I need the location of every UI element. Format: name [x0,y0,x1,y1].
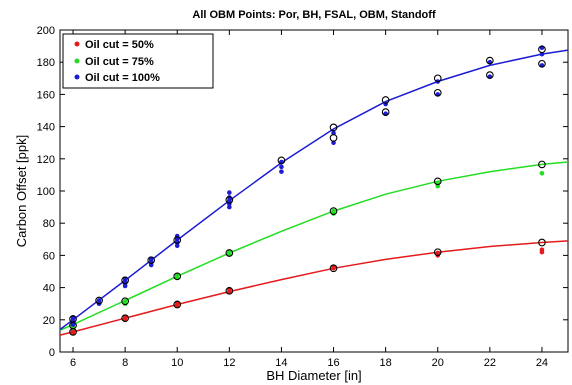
series-3-reference-marker [69,315,77,323]
legend: Oil cut = 50% Oil cut = 75% Oil cut = 10… [62,33,214,89]
series-2-reference-marker [433,177,442,186]
series-2-reference-marker [225,249,234,257]
series-3-reference-marker [433,88,442,97]
x-tick-label: 8 [122,357,128,369]
x-tick-label: 10 [171,357,183,369]
series-1-reference-marker [329,264,338,273]
series-3-point [96,298,102,303]
series-3-point [148,257,154,262]
series-3-reference-marker [147,256,156,265]
legend-label-oil-cut-100: Oil cut = 100% [85,72,160,84]
series-3-point [174,243,180,249]
x-axis-title: BH Diameter [in] [266,368,361,383]
y-tick-label: 200 [37,25,55,37]
series-3-reference-marker [538,45,546,54]
series-1-reference-marker [225,286,234,295]
fit-lines [59,49,569,336]
series-3-reference-marker [538,59,546,68]
y-tick-label: 80 [43,218,55,230]
series-3-reference-marker [485,71,494,79]
y-tick-label: 140 [37,122,55,134]
series-3-point [227,204,232,210]
series-3-point [227,190,232,195]
series-3-point [279,169,284,174]
series-1-point [70,328,76,334]
series-3-reference-marker [485,56,494,65]
legend-marker-oil-cut-100 [74,74,80,80]
y-tick-label: 180 [37,57,55,69]
y-tick-label: 60 [43,250,55,262]
series-3-reference-marker [173,236,182,244]
series-3-point [174,237,180,242]
y-tick-label: 0 [49,347,55,359]
series-3-reference-marker [95,296,103,305]
y-tick-label: 40 [43,283,55,295]
series-2-point [122,298,128,304]
series-3-reference-marker [381,96,390,104]
x-tick-label: 12 [223,357,235,369]
series-3-reference-marker [433,74,442,83]
x-tick-label: 24 [536,357,548,369]
series-2-reference-marker [121,297,129,306]
series-3-reference-marker [329,123,338,132]
series-1-reference-marker [173,300,182,309]
series-1-point [539,247,545,253]
x-tick-label: 20 [432,357,444,369]
x-tick-label: 14 [275,357,287,369]
series-1-point [435,250,441,256]
series-1-point [122,315,128,320]
y-tick-label: 160 [37,89,55,101]
y-tick-label: 100 [37,186,55,198]
legend-box [62,33,214,89]
series-3-reference-marker [329,134,338,142]
y-tick-label: 20 [43,315,55,327]
series-2-reference-marker [329,207,338,215]
series-2-fit-line [59,161,569,331]
legend-marker-oil-cut-75 [74,58,80,64]
chart-title: All OBM Points: Por, BH, FSAL, OBM, Stan… [192,9,436,21]
y-axis-title: Carbon Offset [ppk] [14,135,29,248]
series-2-reference-marker [538,160,546,169]
series-3-point [227,198,232,203]
x-tick-label: 22 [484,357,496,369]
y-tick-label: 120 [37,154,55,166]
series-3-point [331,130,336,136]
reference-markers [69,45,546,336]
series-2-point [539,170,545,176]
series-1-reference-marker [121,314,129,323]
series-1-reference-marker [433,248,442,257]
x-tick-label: 16 [327,357,339,369]
series-3-reference-marker [277,156,286,165]
series-3-fit-line [59,49,569,331]
series-2-point [331,208,336,214]
x-tick-label: 6 [70,357,76,369]
x-tick-label: 18 [380,357,392,369]
series-3-reference-marker [225,196,234,204]
series-2-point [435,183,441,189]
series-1-point [331,265,336,270]
series-2-point [227,249,232,255]
series-3-point [539,51,545,57]
series-3-point [331,140,336,145]
legend-marker-oil-cut-50 [74,41,80,47]
legend-label-oil-cut-75: Oil cut = 75% [85,56,154,68]
series-2-point [174,273,180,278]
series-3-point [148,262,154,268]
series-3-point [279,164,284,170]
series-1-reference-marker [538,238,546,247]
data-points [70,45,545,335]
legend-label-oil-cut-50: Oil cut = 50% [85,39,154,51]
series-3-reference-marker [121,276,129,285]
x-axis: 6 8 10 12 14 16 18 20 22 24 [70,30,548,369]
series-3-reference-marker [381,108,390,116]
series-2-reference-marker [173,272,182,281]
y-axis: 0 20 40 60 80 100 120 140 160 180 200 [37,25,568,359]
series-1-fit-line [59,240,569,336]
